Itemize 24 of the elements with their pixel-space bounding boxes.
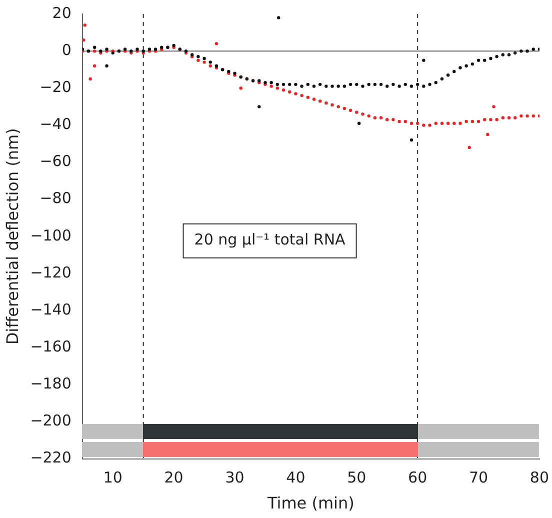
x-tick-label: 50	[347, 468, 366, 487]
y-tick-label: −180	[30, 374, 72, 393]
y-axis-title: Differential deflection (nm)	[2, 128, 22, 345]
y-tick-label: −40	[40, 115, 72, 134]
y-tick-label: 0	[62, 40, 72, 59]
x-tick-label: 30	[225, 468, 244, 487]
y-tick-label: −220	[30, 448, 72, 467]
y-tick-label: −100	[30, 226, 72, 244]
y-tick-label: −160	[30, 337, 72, 356]
x-axis-title: Time (min)	[266, 494, 354, 513]
y-tick-label: −60	[40, 152, 72, 170]
y-tick-label: −140	[30, 300, 72, 318]
x-tick-label: 20	[164, 468, 184, 487]
y-tick-label: −20	[40, 78, 72, 96]
y-tick-label: 20	[52, 4, 72, 22]
y-tick-label: −80	[40, 189, 72, 208]
x-tick-label: 80	[530, 468, 550, 487]
y-tick-label: −120	[30, 263, 72, 282]
x-tick-label: 10	[103, 468, 122, 487]
x-tick-label: 60	[408, 468, 428, 487]
x-tick-label: 70	[468, 468, 488, 487]
y-tick-label: −200	[30, 412, 72, 430]
x-tick-label: 40	[286, 468, 306, 487]
annotation: 20 ng µl⁻¹ total RNA	[194, 230, 346, 249]
